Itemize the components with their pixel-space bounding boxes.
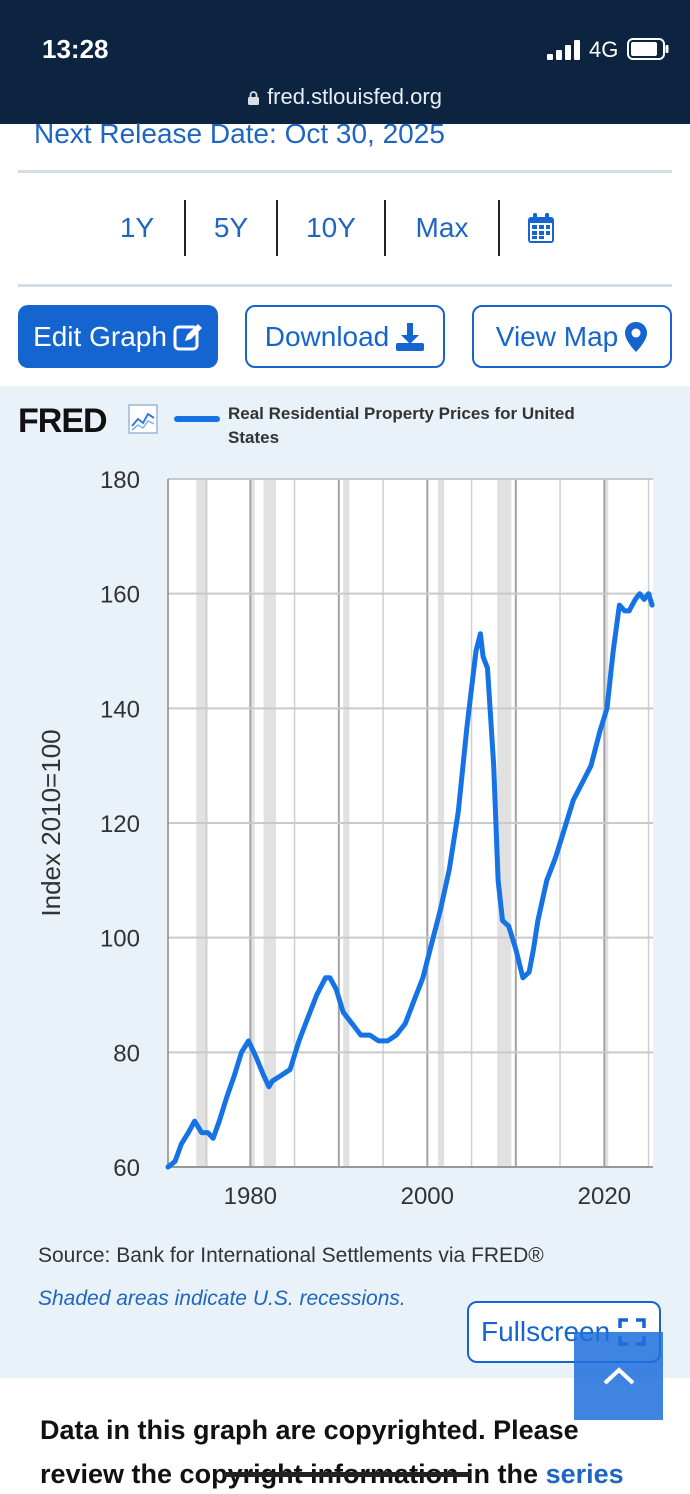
series-line <box>165 591 655 1170</box>
range-1y[interactable]: 1Y <box>119 212 155 243</box>
y-axis-label: Index 2010=100 <box>36 729 66 916</box>
y-tick-label: 60 <box>113 1155 140 1182</box>
range-max[interactable]: Max <box>415 212 469 243</box>
edit-graph-button[interactable]: Edit Graph <box>18 305 218 368</box>
range-separator <box>276 200 278 256</box>
legend-swatch <box>174 416 220 422</box>
calendar-button[interactable] <box>500 213 582 243</box>
copyright-notice: Data in this graph are copyrighted. Plea… <box>40 1408 660 1494</box>
download-icon <box>396 322 425 351</box>
x-tick-label: 2020 <box>578 1183 631 1210</box>
legend-label: Real Residential Property Prices for Uni… <box>228 404 575 447</box>
battery-icon <box>627 38 669 60</box>
y-tick-label: 100 <box>100 926 140 953</box>
range-separator <box>498 200 500 256</box>
status-bar: 13:28 4G fred.stlouisfed.org <box>0 0 690 124</box>
line-chart[interactable]: 60 80 100 120 140 160 180 1980 2000 2020 Index 201… <box>0 450 690 1230</box>
y-tick-label: 80 <box>113 1040 140 1067</box>
source-note: Source: Bank for International Settlemen… <box>38 1244 544 1267</box>
chevron-up-icon <box>603 1367 634 1385</box>
recession-note: Shaded areas indicate U.S. recessions. <box>38 1287 406 1310</box>
date-range-selector: 1Y 5Y 10Y Max <box>90 200 582 256</box>
range-10y[interactable]: 10Y <box>306 212 356 243</box>
download-label: Download <box>264 320 390 352</box>
text-strike-overlay <box>224 1472 470 1477</box>
url-text: fred.stlouisfed.org <box>267 84 442 109</box>
scroll-to-top-button[interactable] <box>574 1332 663 1420</box>
view-map-button[interactable]: View Map <box>472 305 672 368</box>
lock-icon <box>248 91 260 105</box>
next-release-date: Next Release Date: Oct 30, 2025 <box>34 118 445 149</box>
signal-icon <box>547 40 580 60</box>
view-map-label: View Map <box>495 320 619 352</box>
y-tick-label: 140 <box>100 696 140 723</box>
copyright-text: Data in this graph are copyrighted. Plea… <box>40 1415 579 1489</box>
download-button[interactable]: Download <box>245 305 445 368</box>
divider <box>18 170 672 173</box>
expand-icon <box>618 1318 646 1346</box>
address-bar[interactable]: fred.stlouisfed.org <box>0 84 690 110</box>
x-tick-label: 2000 <box>401 1183 454 1210</box>
divider <box>18 284 672 287</box>
map-pin-icon <box>625 321 648 352</box>
calendar-icon <box>528 213 554 243</box>
range-5y[interactable]: 5Y <box>213 212 249 243</box>
y-tick-label: 160 <box>100 582 140 609</box>
y-tick-label: 180 <box>100 467 140 494</box>
edit-graph-label: Edit Graph <box>33 320 167 352</box>
clock: 13:28 <box>42 34 109 64</box>
edit-icon <box>173 323 202 350</box>
range-separator <box>384 200 386 256</box>
fred-logo: FRED <box>18 402 108 440</box>
y-tick-label: 120 <box>100 811 140 838</box>
x-tick-label: 1980 <box>224 1183 277 1210</box>
trend-chart-icon <box>128 404 158 434</box>
network-type: 4G <box>589 37 619 62</box>
range-separator <box>184 200 186 256</box>
series-link[interactable]: series <box>545 1459 624 1489</box>
